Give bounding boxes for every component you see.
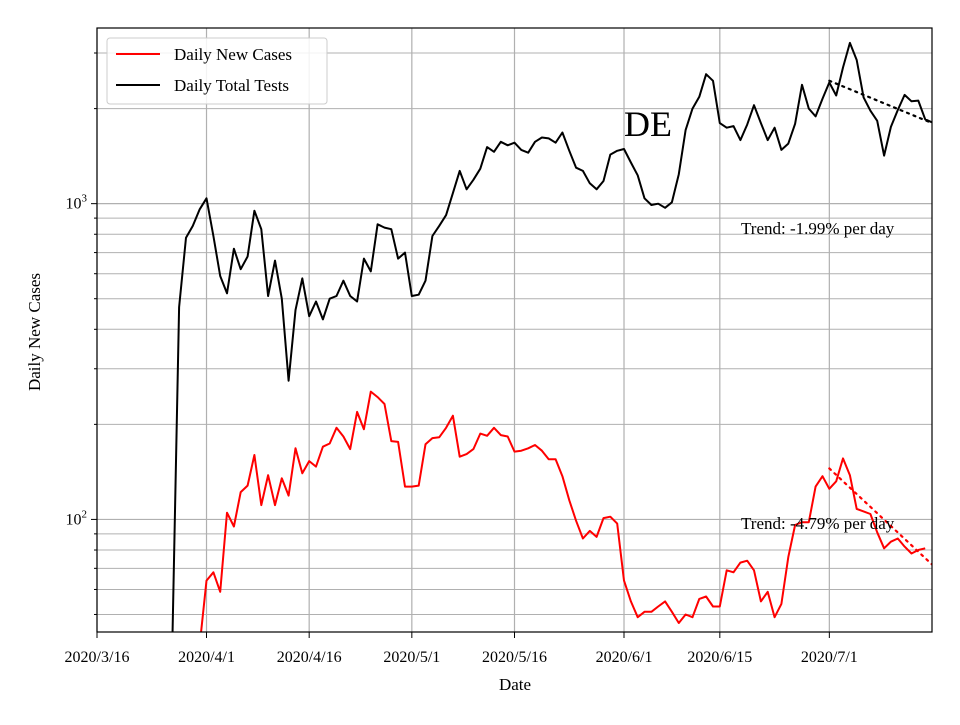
x-tick-label: 2020/3/16 bbox=[65, 649, 130, 666]
trend-annotation-cases: Trend: -4.79% per day bbox=[741, 514, 895, 533]
x-tick-label: 2020/6/1 bbox=[596, 649, 653, 666]
legend-box bbox=[106, 37, 328, 105]
trend-layer bbox=[828, 79, 932, 566]
series-line-cases bbox=[200, 390, 926, 632]
x-axis-ticks: 2020/3/16 2020/4/1 2020/4/16 2020/5/1 2020/5… bbox=[65, 632, 858, 666]
legend-label-cases: Daily New Cases bbox=[174, 45, 292, 64]
trend-line-cases bbox=[828, 467, 932, 566]
y-axis-label: Daily New Cases bbox=[25, 273, 44, 391]
x-tick-label: 2020/5/1 bbox=[383, 649, 440, 666]
x-axis-label: Date bbox=[499, 675, 531, 694]
trend-line-tests bbox=[828, 79, 932, 125]
x-tick-label: 2020/4/1 bbox=[178, 649, 235, 666]
x-tick-label: 2020/4/16 bbox=[277, 649, 342, 666]
x-tick-label: 2020/7/1 bbox=[801, 649, 858, 666]
x-tick-label: 2020/5/16 bbox=[482, 649, 547, 666]
series-layer bbox=[171, 41, 932, 632]
legend: Daily New Cases Daily Total Tests bbox=[106, 37, 328, 105]
trend-annotation-tests: Trend: -1.99% per day bbox=[741, 219, 895, 238]
series-line-tests bbox=[171, 41, 932, 632]
x-tick-label: 2020/6/15 bbox=[687, 649, 752, 666]
region-label: DE bbox=[624, 104, 672, 144]
legend-label-tests: Daily Total Tests bbox=[174, 76, 289, 95]
